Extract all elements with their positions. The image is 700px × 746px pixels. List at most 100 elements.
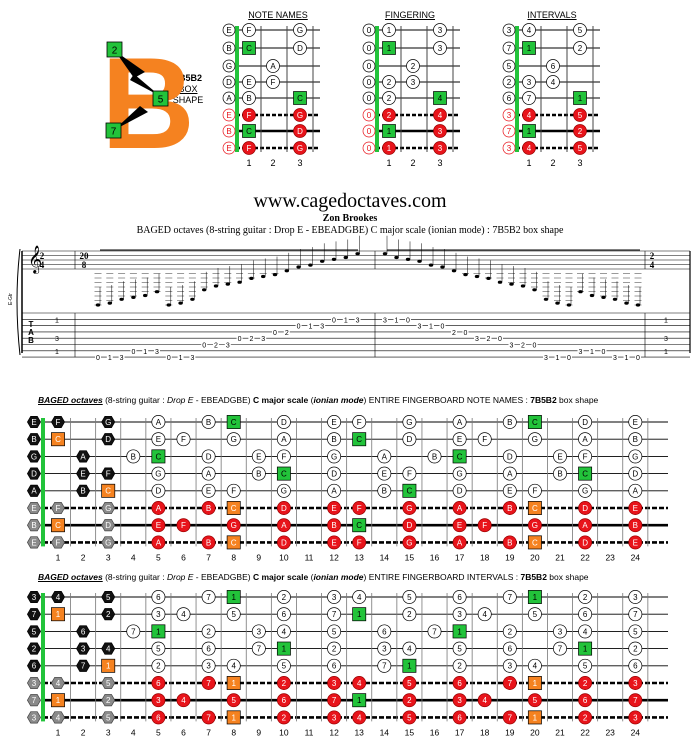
note-marker: 0 (362, 141, 376, 155)
fret-number: 21 (555, 552, 565, 562)
note-label: 0 (367, 62, 372, 71)
note-circle (402, 676, 417, 690)
tab-bg (428, 322, 434, 330)
caption-part: box shape (546, 572, 589, 582)
open-string-hex (26, 642, 42, 655)
tab-bg (577, 347, 584, 355)
note-label: 5 (332, 627, 337, 636)
note-circle (502, 641, 517, 656)
note-label: 3 (507, 111, 512, 120)
note-label: C (156, 452, 162, 461)
note-circle (502, 483, 517, 498)
note-label: 7 (507, 44, 512, 53)
note-label: F (56, 418, 61, 427)
note-circle (201, 590, 216, 604)
open-string-hex (76, 625, 91, 638)
note-circle (502, 658, 517, 673)
caption-part: 7B5B2 (530, 395, 557, 405)
note-marker: F (276, 449, 291, 464)
note-label: B (507, 504, 512, 513)
note-label: 5 (533, 610, 538, 619)
note-circle (578, 432, 593, 447)
open-string-hex (26, 501, 42, 515)
tab-number: 2 (487, 336, 491, 343)
nut (41, 418, 45, 547)
fret-number: 3 (437, 158, 442, 168)
note-label: 7 (332, 696, 337, 705)
note-circle (151, 676, 166, 690)
note-circle (433, 23, 447, 37)
nut (235, 26, 239, 152)
root-square (578, 466, 593, 481)
note-circle (242, 23, 256, 37)
note-marker: 4 (433, 108, 447, 122)
tab-number: 0 (297, 324, 301, 331)
note-circle (573, 141, 587, 155)
note-marker: 3 (628, 710, 643, 725)
note-label: 1 (387, 127, 392, 136)
note-circle (242, 108, 256, 122)
tab-number: 3 (226, 343, 230, 350)
open-string-hex (101, 676, 116, 690)
note-label: C (231, 418, 237, 427)
note-marker: D (628, 466, 643, 481)
note-circle (201, 501, 216, 515)
note-marker: 2 (276, 590, 291, 604)
note-label: 7 (32, 610, 37, 619)
fingerboard-note-names-caption: BAGED octaves (8-string guitar : Drop E … (38, 395, 598, 405)
note-marker: 7 (126, 624, 141, 639)
note-circle (226, 432, 241, 447)
note-label: 1 (106, 662, 111, 671)
note-circle (151, 693, 166, 708)
open-string-hex (26, 450, 42, 463)
caption-part: ) ENTIRE FINGERBOARD NOTE NAMES : (363, 395, 531, 405)
note-circle (151, 415, 166, 429)
tab-bg (95, 354, 101, 362)
note-marker: D (222, 75, 236, 89)
open-string-hex (26, 608, 42, 621)
note-label: A (582, 521, 588, 530)
note-label: 3 (332, 593, 337, 602)
author: Zon Brookes (322, 213, 378, 224)
fret-number: 6 (181, 552, 186, 562)
note-label: D (407, 435, 413, 444)
note-head (589, 293, 595, 298)
note-label: 2 (411, 62, 416, 71)
note-label: 7 (432, 627, 437, 636)
box-square (226, 501, 241, 515)
fret-number: 9 (256, 727, 261, 737)
note-marker: D (502, 449, 517, 464)
note-circle (293, 124, 307, 138)
note-circle (628, 607, 643, 622)
note-marker: 4 (176, 607, 191, 622)
note-label: 4 (106, 644, 111, 653)
note-label: G (281, 487, 287, 496)
note-circle (352, 590, 367, 604)
note-marker: B (327, 432, 342, 447)
note-label: 5 (106, 713, 111, 722)
note-circle (201, 449, 216, 464)
note-marker: 6 (151, 590, 166, 604)
note-marker: 1 (276, 641, 291, 656)
note-marker: 5 (151, 641, 166, 656)
note-marker: 5 (276, 658, 291, 673)
finger-number: 2 (112, 46, 118, 57)
note-marker: 5 (226, 693, 241, 708)
note-label: 2 (583, 679, 588, 688)
note-circle (327, 710, 342, 725)
note-marker: 3 (628, 590, 643, 604)
note-marker: 1 (51, 693, 65, 708)
note-marker: D (402, 518, 417, 533)
tab-bg (142, 347, 149, 355)
note-circle (402, 535, 417, 550)
note-circle (546, 59, 560, 73)
note-label: 5 (407, 593, 412, 602)
note-circle (362, 108, 376, 122)
note-label: 4 (357, 679, 362, 688)
note-label: A (31, 487, 37, 496)
tab-bg (224, 341, 231, 349)
small-diagrams: 1 2 3E F GB C DG AD E FA B CE F GB C DE F G1 2 30 1 30 1 30 20 2 3… (222, 23, 600, 168)
box-square (527, 501, 542, 515)
note-head (143, 293, 148, 298)
site-url[interactable]: www.cagedoctaves.com (253, 190, 447, 212)
